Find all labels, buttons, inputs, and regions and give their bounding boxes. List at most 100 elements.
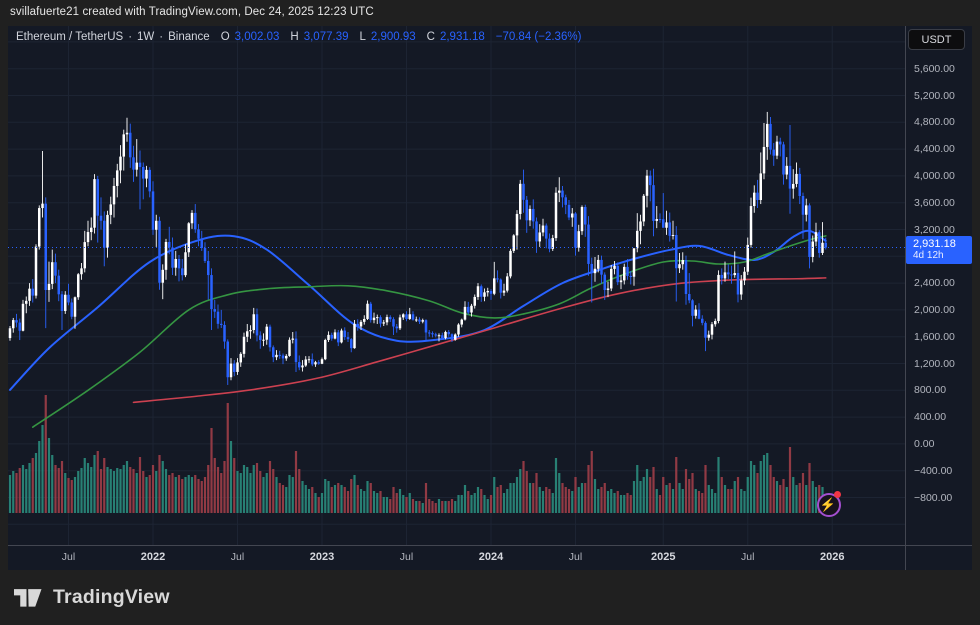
candle-body <box>184 252 187 276</box>
volume-bar <box>236 471 239 513</box>
candle-body <box>480 286 483 297</box>
volume-bar <box>496 487 499 513</box>
candle-body <box>785 165 788 175</box>
volume-bar <box>532 483 535 513</box>
volume-bar <box>12 471 15 513</box>
candle-body <box>571 213 574 218</box>
time-tick-label: Jul <box>61 551 76 563</box>
volume-bar <box>441 501 444 513</box>
volume-bar <box>301 481 304 513</box>
volume-bar <box>135 473 138 513</box>
price-tick-label: 3,200.00 <box>914 223 955 236</box>
candle-body <box>47 283 51 291</box>
volume-bar <box>86 463 90 513</box>
volume-bar <box>389 499 392 513</box>
last-price-value: 2,931.18 <box>913 238 956 250</box>
candle-body <box>174 258 177 268</box>
candle-body <box>593 268 597 274</box>
volume-bar <box>213 458 216 513</box>
volume-bar <box>259 471 262 513</box>
volume-bar <box>463 485 467 513</box>
volume-bar <box>629 495 632 513</box>
volume-bar <box>382 497 385 513</box>
volume-bar <box>623 495 626 513</box>
volume-bar <box>90 467 93 513</box>
volume-bar <box>775 481 779 513</box>
symbol-legend[interactable]: Ethereum / TetherUS · 1W · Binance O 3,0… <box>16 31 581 43</box>
candle-body <box>574 213 577 248</box>
candle-body <box>242 336 246 354</box>
candle-body <box>369 303 372 321</box>
volume-bar <box>275 477 278 513</box>
candle-body <box>70 302 73 317</box>
volume-bar <box>278 483 281 513</box>
candle-body <box>51 262 54 284</box>
volume-bar <box>369 483 372 513</box>
candle-body <box>788 165 792 189</box>
volume-bar <box>707 485 710 513</box>
tradingview-watermark[interactable]: TradingView <box>14 586 170 609</box>
volume-bar <box>457 495 460 513</box>
candle-body <box>119 156 122 171</box>
candle-body <box>626 266 629 276</box>
price-chart-canvas[interactable] <box>8 26 905 545</box>
volume-bar <box>567 489 571 513</box>
candle-body <box>314 362 317 365</box>
volume-bar <box>333 485 337 513</box>
volume-bar <box>57 468 60 513</box>
interval-label[interactable]: 1W <box>137 31 155 43</box>
volume-bar <box>636 465 639 513</box>
candle-body <box>226 341 229 378</box>
currency-unit-button[interactable]: USDT <box>908 29 965 50</box>
tradingview-logo-icon <box>14 589 42 607</box>
volume-bar <box>766 453 769 513</box>
volume-bar <box>229 441 233 513</box>
high-value: 3,077.39 <box>303 31 349 43</box>
candle-body <box>112 185 116 205</box>
volume-bar <box>47 438 51 513</box>
candle-body <box>12 320 15 329</box>
volume-bar <box>584 483 587 513</box>
volume-bar <box>233 458 236 513</box>
candle-body <box>532 208 535 222</box>
candle-body <box>684 260 688 295</box>
candle-body <box>181 268 184 276</box>
volume-bar <box>593 479 597 513</box>
candle-body <box>103 220 106 248</box>
volume-bar <box>733 481 736 513</box>
candle-body <box>454 334 457 340</box>
candle-body <box>96 179 99 216</box>
volume-bar <box>194 475 197 513</box>
volume-bar <box>788 447 792 513</box>
price-tick-label: −400.00 <box>914 464 953 477</box>
volume-bar <box>307 489 311 513</box>
volume-bar <box>99 469 103 513</box>
volume-bar <box>265 473 268 513</box>
candle-body <box>346 337 350 340</box>
volume-bar <box>727 489 730 513</box>
candle-body <box>376 317 379 319</box>
candle-body <box>151 191 155 230</box>
volume-bar <box>346 491 350 513</box>
candle-body <box>450 334 454 340</box>
volume-bar <box>720 477 723 513</box>
volume-bar <box>632 481 636 513</box>
candle-body <box>330 334 333 339</box>
price-tick-label: 3,600.00 <box>914 196 955 209</box>
volume-bar <box>210 428 213 513</box>
low-label: L <box>359 31 366 43</box>
candle-body <box>125 132 129 135</box>
volume-bar <box>769 465 772 513</box>
candle-body <box>632 248 636 277</box>
candle-body <box>317 362 320 364</box>
candle-body <box>818 232 821 253</box>
candle-body <box>499 279 502 293</box>
volume-bar <box>25 469 28 513</box>
volume-bar <box>21 465 25 513</box>
candle-body <box>463 306 467 320</box>
symbol-name[interactable]: Ethereum / TetherUS <box>16 31 124 43</box>
candle-body <box>483 292 486 297</box>
price-tick-label: 1,600.00 <box>914 330 955 343</box>
candle-body <box>723 272 727 279</box>
